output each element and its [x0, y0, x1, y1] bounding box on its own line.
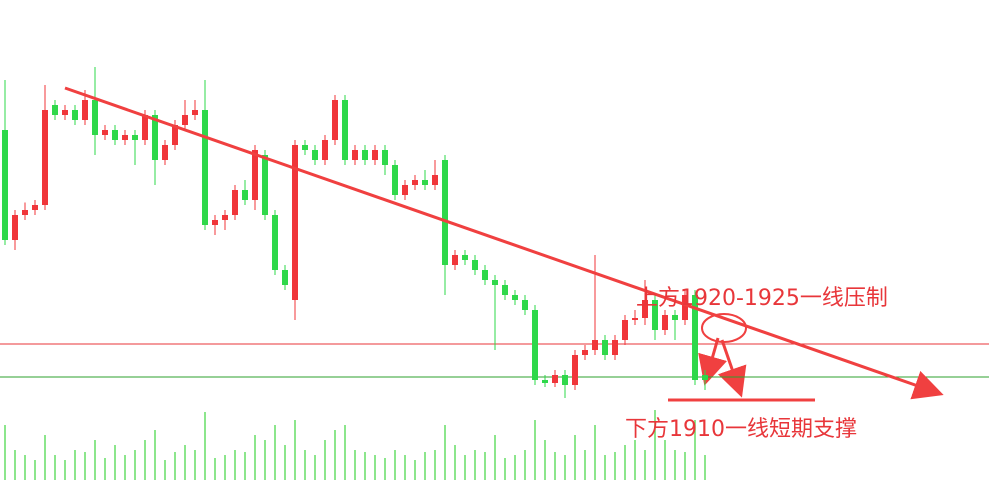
candle-body	[222, 215, 228, 220]
candle-body	[192, 110, 198, 115]
candle-body	[272, 215, 278, 270]
candle-body	[132, 135, 138, 140]
candle-body	[92, 100, 98, 135]
candle-body	[82, 100, 88, 120]
candle-body	[532, 310, 538, 380]
candle-body	[112, 130, 118, 140]
candle-body	[642, 300, 648, 318]
candle-body	[202, 110, 208, 225]
arrow	[698, 337, 728, 386]
annotation: 下方1910一线短期支撑	[625, 417, 857, 442]
candle-body	[312, 150, 318, 160]
candle-body	[512, 295, 518, 300]
candle-body	[122, 135, 128, 140]
candle-body	[622, 320, 628, 340]
candle-body	[422, 180, 428, 185]
candle-body	[232, 190, 238, 215]
candle-body	[412, 180, 418, 185]
candle-body	[702, 375, 708, 380]
candle-body	[592, 340, 598, 350]
candle-body	[142, 115, 148, 140]
candle-body	[322, 140, 328, 160]
candle-body	[342, 100, 348, 160]
candle-body	[692, 295, 698, 380]
candle-body	[72, 110, 78, 120]
candle-body	[442, 160, 448, 265]
candle-body	[182, 115, 188, 125]
candle-body	[382, 150, 388, 165]
candle-body	[52, 105, 58, 115]
candle-body	[152, 115, 158, 160]
candle-body	[292, 145, 298, 300]
candle-body	[472, 260, 478, 270]
candle-body	[22, 210, 28, 215]
candle-body	[612, 340, 618, 355]
candle-body	[262, 155, 268, 215]
candle-body	[672, 315, 678, 320]
candle-body	[102, 130, 108, 135]
candle-body	[582, 350, 588, 355]
candle-body	[572, 355, 578, 385]
candle-body	[252, 150, 258, 200]
candle-body	[172, 125, 178, 145]
candle-body	[452, 255, 458, 265]
candle-body	[542, 380, 548, 383]
candle-body	[432, 175, 438, 185]
trend-line	[64, 86, 944, 400]
candle-body	[462, 255, 468, 260]
candle-body	[42, 110, 48, 205]
candle-body	[302, 145, 308, 150]
candle-body	[632, 318, 638, 320]
candle-body	[2, 130, 8, 240]
candle-body	[562, 375, 568, 385]
candle-body	[352, 150, 358, 160]
candle-body	[242, 190, 248, 200]
candle-body	[652, 300, 658, 330]
arrow	[717, 339, 747, 398]
candle-body	[502, 285, 508, 295]
candle-body	[492, 280, 498, 285]
candle-body	[32, 205, 38, 210]
candle-body	[372, 150, 378, 160]
candle-body	[682, 295, 688, 320]
candle-body	[332, 100, 338, 140]
candle-body	[402, 185, 408, 195]
candle-body	[362, 150, 368, 160]
candle-body	[282, 270, 288, 285]
candle-body	[602, 340, 608, 355]
candle-body	[12, 215, 18, 240]
candle-body	[392, 165, 398, 195]
candle-body	[522, 300, 528, 310]
candle-body	[62, 110, 68, 115]
candle-body	[662, 315, 668, 330]
candle-body	[212, 220, 218, 225]
candle-body	[162, 145, 168, 160]
candle-body	[482, 270, 488, 280]
candle-body	[552, 375, 558, 383]
annotation: 上方1920-1925一线压制	[636, 286, 888, 311]
